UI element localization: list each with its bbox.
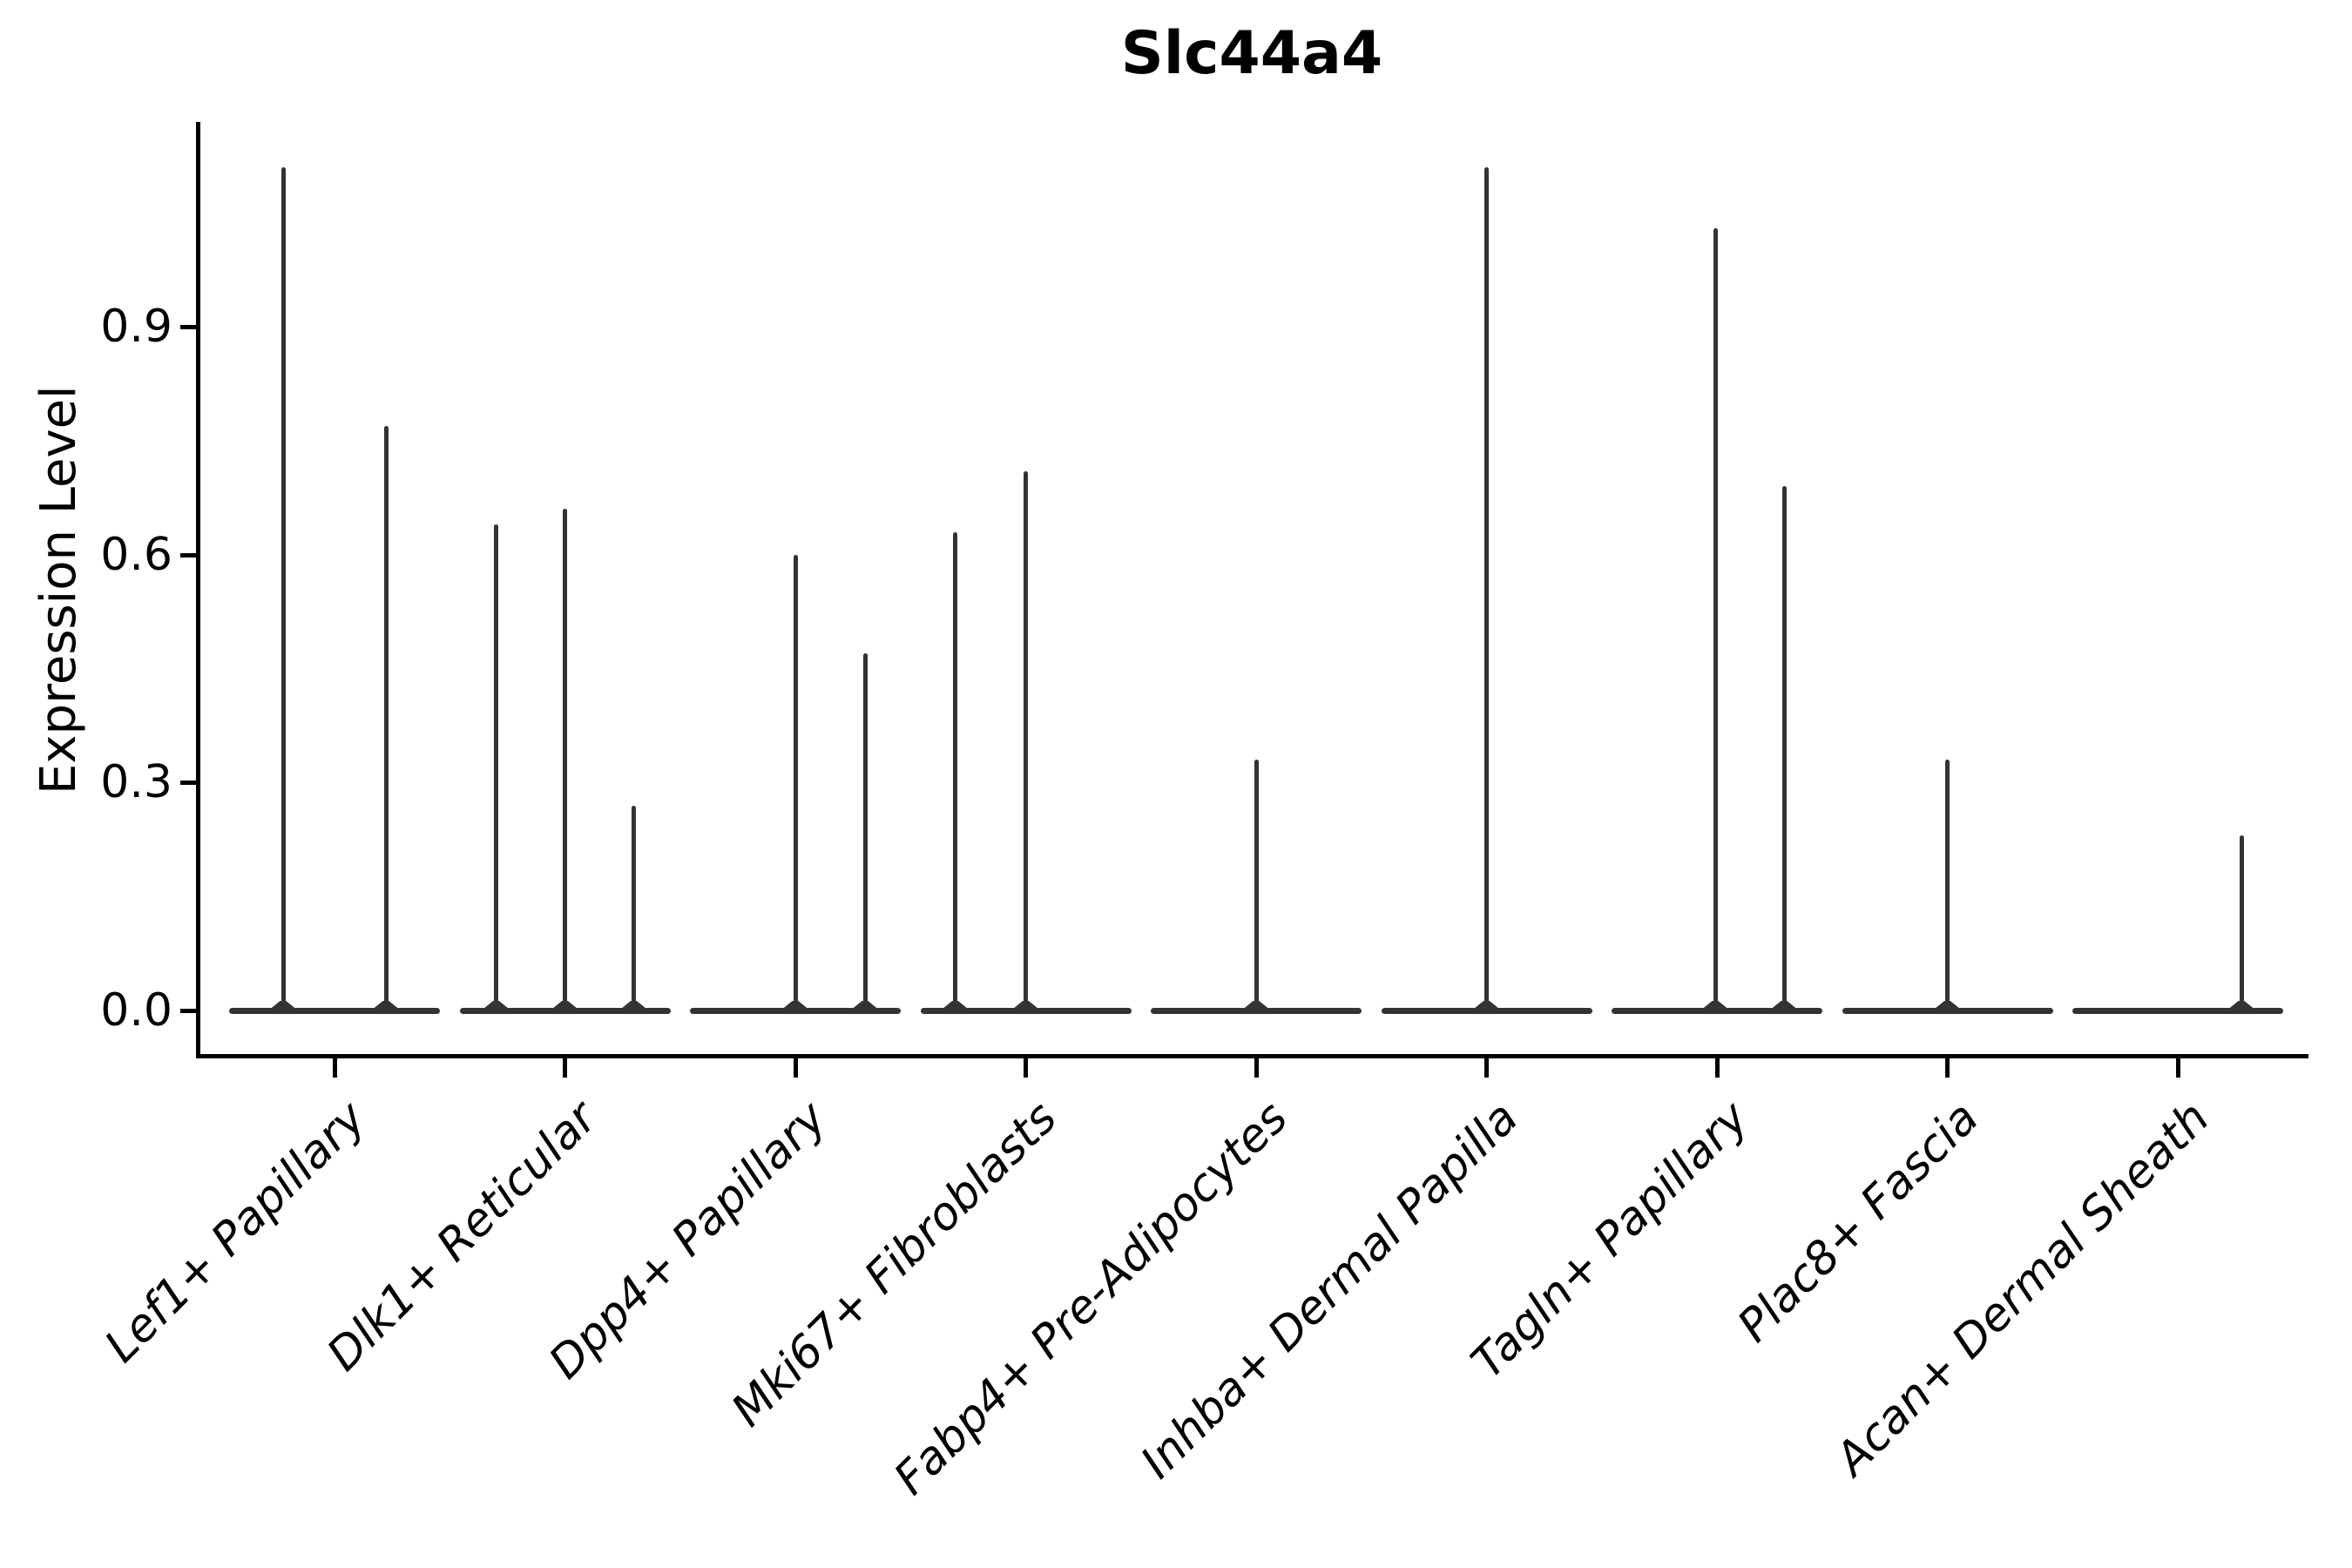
violin-base (1612, 1007, 1822, 1014)
violin-base (920, 1007, 1132, 1014)
violin-spike (563, 509, 567, 1010)
violin-spike (1024, 470, 1028, 1010)
violin-spike (1254, 760, 1259, 1010)
x-axis-tick (1254, 1058, 1259, 1078)
violin-base (459, 1007, 671, 1014)
y-axis-tick (180, 781, 196, 786)
y-tick-label: 0.0 (100, 984, 172, 1037)
y-axis-tick (180, 1009, 196, 1013)
violin-spike (1781, 486, 1787, 1010)
y-tick-label: 0.6 (100, 528, 172, 581)
violin-base (2072, 1007, 2283, 1014)
x-axis-tick (563, 1058, 567, 1078)
x-axis-tick (1945, 1058, 1950, 1078)
x-axis-tick (332, 1058, 337, 1078)
violin-spike (1713, 227, 1718, 1010)
x-axis-spine (196, 1054, 2308, 1058)
violin-base (1842, 1007, 2053, 1014)
violin-base (690, 1007, 901, 1014)
y-axis-spine (196, 122, 200, 1058)
y-axis-tick (180, 325, 196, 330)
violin-base (1151, 1007, 1362, 1014)
violin-base (1381, 1007, 1592, 1014)
x-tick-label: Acan+ Dermal Sheath (1825, 1092, 2220, 1486)
violin-spike (280, 167, 286, 1010)
violin-spike (2239, 835, 2244, 1010)
violin-spike (953, 531, 957, 1010)
x-axis-tick (2175, 1058, 2180, 1078)
x-axis-tick (1714, 1058, 1720, 1078)
y-axis-label: Expression Level (30, 385, 87, 795)
violin-base (229, 1007, 440, 1014)
violin-spike (793, 554, 798, 1010)
x-tick-label: Fabp4+ Pre-Adipocytes (884, 1092, 1298, 1505)
y-tick-label: 0.3 (100, 756, 172, 809)
y-tick-label: 0.9 (100, 301, 172, 354)
x-axis-tick (1024, 1058, 1028, 1078)
y-axis-tick (180, 552, 196, 558)
x-tick-label: Inhba+ Dermal Papilla (1131, 1092, 1529, 1490)
chart-title: Slc44a4 (1120, 19, 1383, 88)
violin-spike (632, 805, 636, 1010)
x-tick-label: Plac8+ Fascia (1727, 1092, 1990, 1353)
x-axis-tick (1484, 1058, 1489, 1078)
violin-spike (383, 425, 389, 1010)
violin-spike (1945, 760, 1950, 1010)
violin-spike (1484, 167, 1489, 1010)
violin-spike (862, 653, 868, 1010)
violin-spike (494, 524, 498, 1010)
x-axis-tick (793, 1058, 798, 1078)
